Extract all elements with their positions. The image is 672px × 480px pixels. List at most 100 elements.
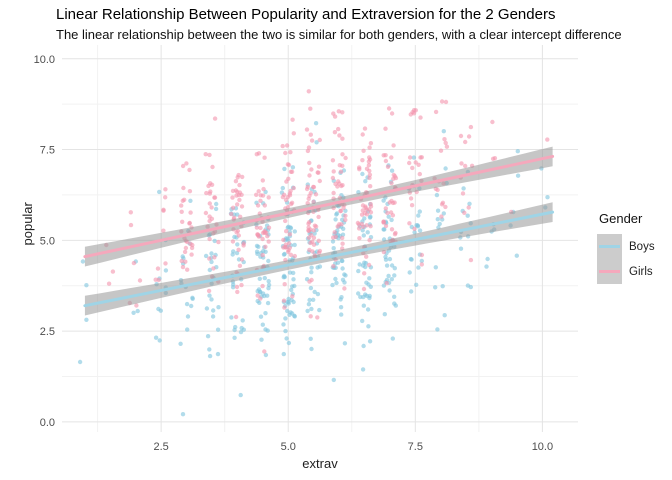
data-point: [181, 185, 186, 191]
data-point: [443, 204, 448, 210]
regression-line-boys: [83, 210, 555, 308]
data-point: [77, 359, 83, 365]
data-point: [515, 173, 521, 178]
data-point: [382, 312, 387, 317]
data-point: [390, 200, 396, 206]
x-tick-label: 2.5: [153, 441, 168, 453]
data-point: [187, 167, 192, 173]
data-point: [361, 286, 367, 292]
data-point: [433, 265, 438, 270]
data-point: [368, 284, 373, 289]
data-point: [280, 143, 285, 149]
data-point: [234, 193, 239, 198]
data-point: [368, 201, 373, 207]
data-point: [180, 198, 185, 203]
data-point: [383, 223, 389, 229]
data-point: [306, 228, 311, 233]
data-point: [185, 267, 190, 272]
data-point: [283, 316, 288, 321]
data-point: [361, 233, 366, 238]
data-point: [291, 131, 296, 136]
data-point: [414, 282, 419, 287]
data-point: [209, 216, 215, 221]
data-point: [339, 222, 344, 227]
data-point: [313, 121, 319, 126]
data-point: [490, 119, 495, 125]
data-point: [393, 230, 398, 236]
data-point: [258, 198, 263, 203]
data-point: [229, 315, 234, 320]
data-point: [409, 203, 415, 208]
data-point: [190, 295, 195, 300]
data-point: [230, 195, 235, 200]
data-point: [257, 276, 262, 281]
data-point: [155, 266, 161, 271]
data-point: [207, 201, 212, 206]
data-point: [332, 230, 337, 235]
data-point: [389, 168, 395, 173]
data-point: [292, 283, 297, 289]
data-point: [211, 308, 216, 313]
data-point: [283, 150, 288, 156]
data-point: [317, 178, 322, 184]
data-point: [214, 201, 219, 207]
data-point: [308, 132, 313, 137]
x-tick-label: 7.5: [408, 441, 423, 453]
data-point: [410, 165, 415, 171]
data-point: [434, 192, 440, 198]
data-point: [106, 281, 112, 286]
data-point: [286, 299, 291, 305]
legend-label-boys: Boys: [629, 240, 655, 253]
data-point: [216, 305, 221, 310]
data-point: [260, 236, 265, 242]
data-point: [363, 204, 368, 209]
data-point: [389, 155, 394, 160]
data-point: [315, 315, 320, 320]
data-point: [340, 258, 345, 264]
data-point: [468, 124, 474, 130]
data-point: [383, 126, 388, 131]
data-point: [188, 210, 193, 215]
data-point: [338, 208, 343, 214]
data-point: [235, 242, 240, 247]
legend-item-boys: Boys: [597, 234, 655, 259]
data-point: [280, 185, 285, 191]
data-point: [235, 202, 240, 207]
data-point: [262, 275, 267, 281]
data-point: [237, 263, 243, 268]
data-point: [439, 99, 445, 104]
data-point: [207, 236, 212, 242]
data-point: [281, 237, 286, 243]
data-point: [342, 272, 347, 277]
data-point: [257, 289, 263, 294]
data-point: [385, 210, 390, 216]
data-point: [463, 139, 468, 145]
data-point: [389, 277, 394, 282]
data-point: [282, 305, 287, 310]
data-point: [356, 291, 361, 296]
data-point: [309, 138, 315, 143]
data-point: [514, 253, 519, 258]
data-point: [235, 175, 240, 180]
data-point: [545, 195, 550, 200]
data-point: [340, 235, 345, 241]
data-point: [340, 217, 345, 222]
data-point: [131, 310, 136, 315]
data-point: [367, 295, 372, 301]
data-point: [307, 247, 312, 253]
data-point: [235, 228, 241, 234]
data-point: [383, 158, 389, 164]
data-point: [419, 262, 424, 267]
data-point: [407, 160, 412, 166]
x-tick-label: 10.0: [532, 441, 553, 453]
data-point: [412, 226, 417, 231]
legend-key-boys: [597, 234, 622, 259]
data-point: [386, 273, 391, 279]
data-point: [288, 201, 294, 207]
plot-subtitle: The linear relationship between the two …: [56, 27, 622, 42]
data-point: [416, 213, 421, 218]
data-point: [331, 264, 336, 269]
data-point: [292, 229, 297, 234]
data-point: [360, 318, 365, 324]
